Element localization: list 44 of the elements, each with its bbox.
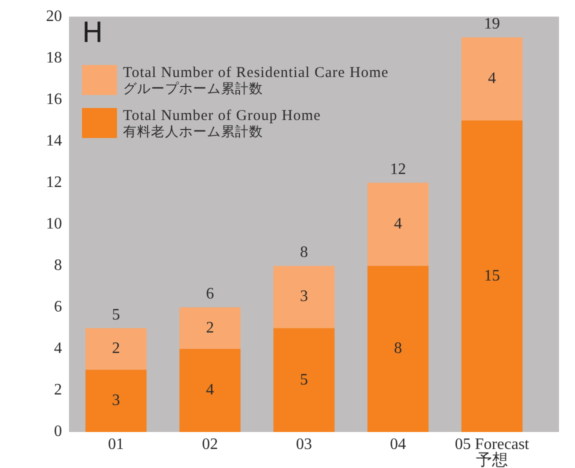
- y-tick-label: 2: [54, 382, 62, 399]
- data-label: 3: [300, 288, 308, 306]
- data-label: 15: [484, 267, 500, 284]
- y-tick-label: 10: [46, 216, 62, 233]
- bar: [273, 266, 335, 328]
- total-label: 5: [112, 306, 120, 324]
- data-label: 3: [112, 392, 120, 410]
- bar: [273, 328, 335, 432]
- y-tick-label: 20: [46, 8, 62, 25]
- bar: [461, 37, 523, 120]
- data-label: 2: [112, 340, 120, 358]
- bar: [85, 370, 147, 432]
- total-label: 12: [390, 160, 406, 178]
- y-tick-label: 14: [46, 132, 62, 150]
- x-tick-label: 01: [108, 436, 124, 454]
- y-tick-label: 16: [46, 90, 62, 108]
- data-label: 8: [394, 340, 402, 358]
- data-label: 4: [488, 70, 496, 88]
- bar: [85, 328, 147, 370]
- x-tick-label: 05 Forecast 予想: [454, 436, 530, 468]
- legend-label: Total Number of Group Home 有料老人ホーム累計数: [123, 108, 321, 140]
- bar: [179, 348, 241, 432]
- x-tick-label: 04: [390, 436, 406, 454]
- y-tick-label: 6: [54, 298, 62, 316]
- total-label: 6: [206, 286, 214, 303]
- y-tick-label: 8: [54, 257, 62, 274]
- x-tick-label: 02: [202, 436, 218, 454]
- bar: [179, 307, 241, 349]
- annotation: H: [82, 16, 104, 49]
- data-label: 5: [300, 371, 308, 388]
- data-label: 4: [394, 216, 402, 233]
- bar: [367, 266, 429, 432]
- legend-label: Total Number of Residential Care Home グループホーム累計数: [123, 64, 389, 97]
- data-label: 4: [206, 382, 214, 399]
- x-tick-label: 03: [296, 436, 312, 454]
- total-label: 8: [300, 244, 308, 262]
- bar: [367, 182, 429, 266]
- y-tick-label: 0: [54, 423, 62, 440]
- bar: [461, 120, 523, 432]
- y-tick-label: 4: [54, 340, 62, 358]
- total-label: 19: [484, 16, 500, 33]
- data-label: 2: [206, 319, 214, 336]
- y-tick-label: 18: [46, 49, 62, 66]
- y-tick-label: 12: [46, 174, 62, 191]
